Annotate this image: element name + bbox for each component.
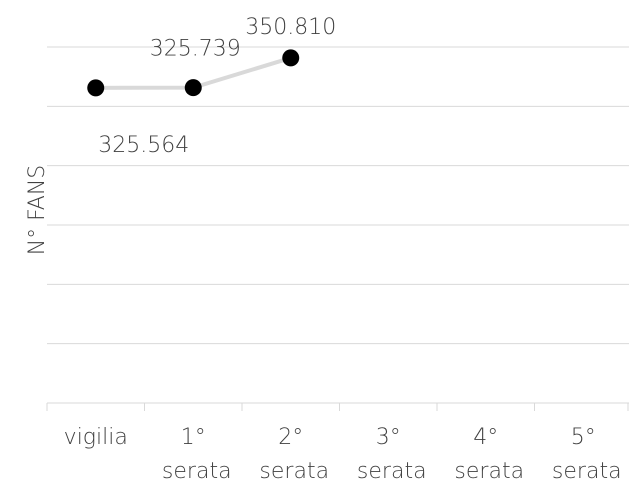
value-label: 325.564 (98, 133, 189, 158)
x-tick-label: 1° serata (155, 425, 232, 484)
x-tick-label: 4° serata (447, 425, 524, 484)
x-tick-label: 2° serata (252, 425, 329, 484)
point (282, 49, 300, 67)
y-axis-label: N° FANS (25, 165, 50, 256)
point (184, 79, 202, 97)
x-tick-label: 5° serata (545, 425, 622, 484)
point (87, 79, 105, 97)
x-tick-label: vigilia (64, 425, 128, 450)
value-label: 350.810 (245, 15, 336, 40)
value-label: 325.739 (150, 37, 241, 62)
x-tick-label: 3° serata (350, 425, 427, 484)
